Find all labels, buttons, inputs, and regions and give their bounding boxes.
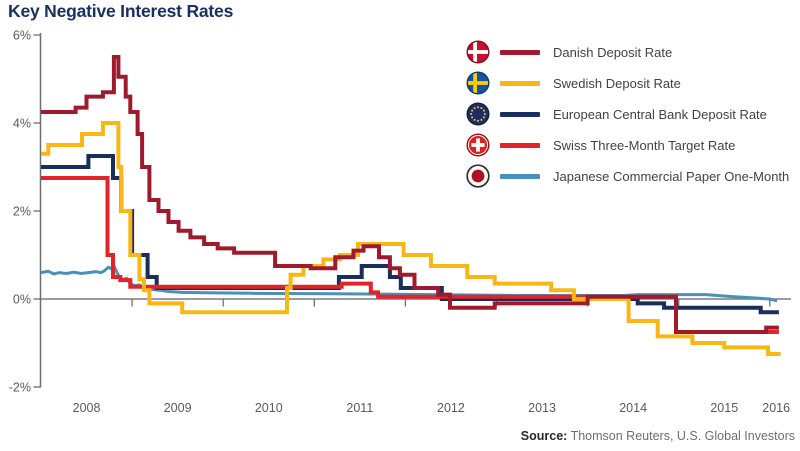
page-title: Key Negative Interest Rates <box>8 1 234 21</box>
legend-item-danish: Danish Deposit Rate <box>466 40 789 64</box>
x-label-2009: 2009 <box>164 401 192 415</box>
chart-legend: Danish Deposit Rate Swedish Deposit Rate <box>466 40 789 195</box>
y-label-4%: 4% <box>13 116 31 130</box>
japan-flag-icon <box>466 164 490 188</box>
source-text: Thomson Reuters, U.S. Global Investors <box>567 429 795 443</box>
legend-item-swiss: Swiss Three-Month Target Rate <box>466 133 789 157</box>
source-attribution: Source: Thomson Reuters, U.S. Global Inv… <box>521 429 795 443</box>
y-label-2%: 2% <box>13 204 31 218</box>
legend-item-swedish: Swedish Deposit Rate <box>466 71 789 95</box>
x-label-2012: 2012 <box>437 401 465 415</box>
danish-line-swatch <box>500 49 540 55</box>
legend-label: Swedish Deposit Rate <box>553 75 681 91</box>
y-label-6%: 6% <box>13 28 31 42</box>
legend-item-ecb: European Central Bank Deposit Rate <box>466 102 789 126</box>
x-label-2010: 2010 <box>255 401 283 415</box>
x-label-2015: 2015 <box>710 401 738 415</box>
legend-label: Danish Deposit Rate <box>553 44 673 60</box>
legend-item-japanese: Japanese Commercial Paper One-Month <box>466 164 789 188</box>
swedish-line-swatch <box>500 80 540 86</box>
x-label-2013: 2013 <box>528 401 556 415</box>
legend-label: European Central Bank Deposit Rate <box>553 106 767 122</box>
y-label--2%: -2% <box>9 380 31 394</box>
legend-label: Swiss Three-Month Target Rate <box>553 137 736 153</box>
switzerland-flag-icon <box>466 133 490 157</box>
x-label-2014: 2014 <box>619 401 647 415</box>
source-label: Source: <box>520 429 568 443</box>
x-label-2008: 2008 <box>73 401 101 415</box>
denmark-flag-icon <box>466 40 490 64</box>
series-line-swedish-deposit-rate <box>41 121 781 356</box>
japanese-line-swatch <box>500 173 540 179</box>
series-line-danish-deposit-rate <box>41 55 779 334</box>
sweden-flag-icon <box>466 71 490 95</box>
eu-flag-icon <box>466 102 490 126</box>
legend-label: Japanese Commercial Paper One-Month <box>553 168 790 184</box>
eu-stars <box>470 106 486 122</box>
y-label-0%: 0% <box>13 292 31 306</box>
x-label-2011: 2011 <box>346 401 373 415</box>
swiss-line-swatch <box>500 142 540 148</box>
ecb-line-swatch <box>500 111 540 117</box>
x-label-2016: 2016 <box>762 401 790 415</box>
series-line-swiss-three-month-target-rate <box>41 176 779 334</box>
